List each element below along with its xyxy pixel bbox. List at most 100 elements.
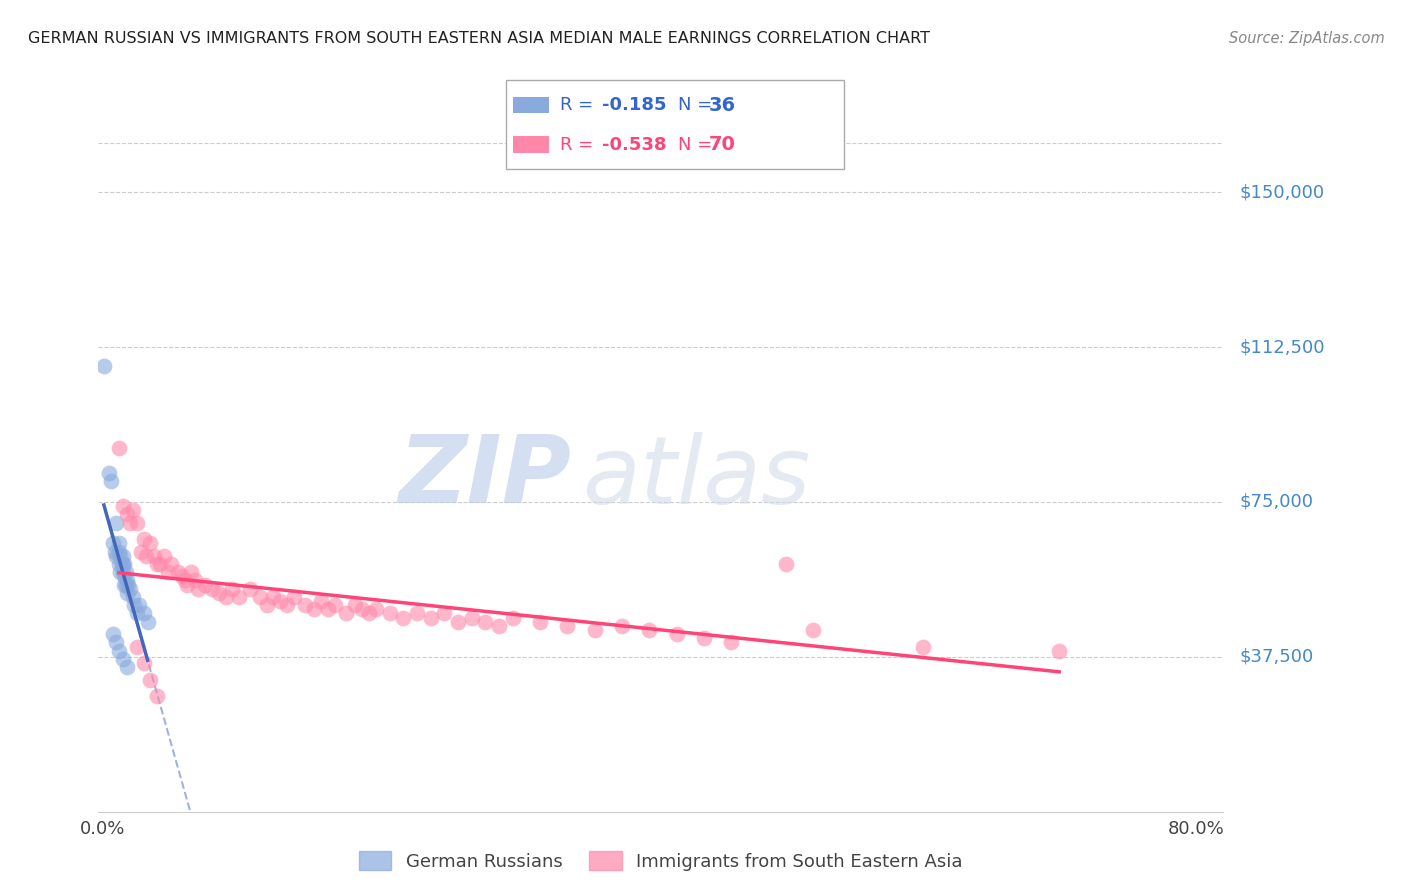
Point <box>128 599 150 613</box>
Point <box>357 607 380 621</box>
Point <box>105 516 128 530</box>
Point <box>283 590 305 604</box>
Point <box>114 565 136 579</box>
Point <box>108 536 131 550</box>
Legend: German Russians, Immigrants from South Eastern Asia: German Russians, Immigrants from South E… <box>350 842 972 880</box>
Point <box>139 673 162 687</box>
Text: Source: ZipAtlas.com: Source: ZipAtlas.com <box>1229 31 1385 46</box>
Point <box>720 635 742 649</box>
Point <box>125 607 148 621</box>
Point <box>98 466 121 480</box>
Point <box>276 599 298 613</box>
Point <box>269 594 291 608</box>
Point <box>775 557 797 571</box>
Point <box>125 516 148 530</box>
Point <box>638 623 661 637</box>
Point <box>146 557 169 571</box>
Point <box>262 590 284 604</box>
Point <box>121 503 143 517</box>
Point <box>108 442 131 456</box>
Point <box>132 532 155 546</box>
Point <box>173 574 195 588</box>
Point <box>316 602 339 616</box>
Point <box>146 689 169 703</box>
Point <box>110 549 132 563</box>
Point <box>352 602 374 616</box>
Text: -0.185: -0.185 <box>602 96 666 114</box>
Point <box>157 565 180 579</box>
Point <box>911 640 934 654</box>
Point <box>111 565 134 579</box>
Point <box>221 582 243 596</box>
Point <box>170 569 193 583</box>
Point <box>103 536 125 550</box>
Point <box>135 549 157 563</box>
Point <box>693 632 716 646</box>
Point <box>111 549 134 563</box>
Point <box>208 586 231 600</box>
Point <box>1047 643 1070 657</box>
Text: R =: R = <box>560 96 593 114</box>
Text: $150,000: $150,000 <box>1240 183 1324 202</box>
Point <box>474 615 496 629</box>
Point <box>129 544 152 558</box>
Point <box>110 565 132 579</box>
Point <box>143 549 166 563</box>
Point <box>103 627 125 641</box>
Point <box>256 599 278 613</box>
Point <box>112 569 135 583</box>
Point <box>118 516 141 530</box>
Point <box>488 619 510 633</box>
Point <box>447 615 470 629</box>
Text: 36: 36 <box>709 95 735 115</box>
Point <box>112 557 135 571</box>
Point <box>100 475 122 489</box>
Text: N =: N = <box>678 96 713 114</box>
Point <box>111 557 134 571</box>
Point <box>153 549 176 563</box>
Point <box>176 577 198 591</box>
Point <box>344 599 367 613</box>
Text: $37,500: $37,500 <box>1240 648 1313 665</box>
Point <box>160 557 183 571</box>
Point <box>104 544 127 558</box>
Point <box>121 590 143 604</box>
Point <box>149 557 172 571</box>
Point <box>187 582 209 596</box>
Text: 70: 70 <box>709 135 735 154</box>
Point <box>108 557 131 571</box>
Point <box>239 582 262 596</box>
Point <box>114 577 136 591</box>
Point <box>610 619 633 633</box>
Point <box>405 607 427 621</box>
Point <box>117 577 139 591</box>
Point <box>136 615 159 629</box>
Point <box>665 627 688 641</box>
Point <box>378 607 401 621</box>
Point <box>111 652 134 666</box>
Point <box>214 590 236 604</box>
Text: $112,500: $112,500 <box>1240 338 1324 356</box>
Point <box>323 599 346 613</box>
Point <box>304 602 326 616</box>
Point <box>125 640 148 654</box>
Point <box>115 574 138 588</box>
Point <box>108 643 131 657</box>
Point <box>801 623 824 637</box>
Point <box>228 590 250 604</box>
Text: R =: R = <box>560 136 593 153</box>
Point <box>115 508 138 522</box>
Point <box>529 615 551 629</box>
Point <box>105 549 128 563</box>
Point <box>201 582 224 596</box>
Point <box>419 610 441 624</box>
Point <box>194 577 217 591</box>
Point <box>112 577 135 591</box>
Point <box>139 536 162 550</box>
Point <box>108 544 131 558</box>
Point <box>555 619 578 633</box>
Point <box>184 574 207 588</box>
Point <box>460 610 482 624</box>
Text: ZIP: ZIP <box>398 431 571 524</box>
Point <box>132 607 155 621</box>
